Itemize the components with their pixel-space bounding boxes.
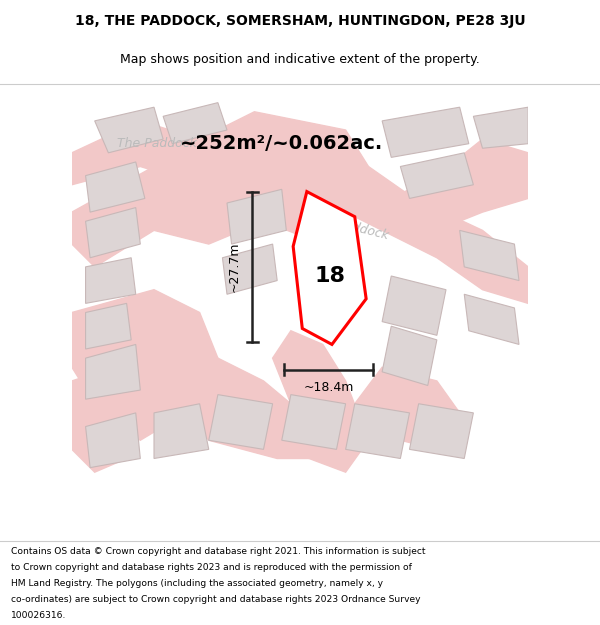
- Polygon shape: [460, 231, 519, 281]
- Polygon shape: [209, 394, 272, 449]
- Text: to Crown copyright and database rights 2023 and is reproduced with the permissio: to Crown copyright and database rights 2…: [11, 562, 412, 571]
- Polygon shape: [72, 112, 368, 199]
- Polygon shape: [382, 276, 446, 335]
- Polygon shape: [464, 294, 519, 344]
- Text: HM Land Registry. The polygons (including the associated geometry, namely x, y: HM Land Registry. The polygons (includin…: [11, 579, 383, 587]
- Polygon shape: [86, 344, 140, 399]
- Polygon shape: [95, 107, 163, 152]
- Text: ~18.4m: ~18.4m: [304, 381, 354, 394]
- Polygon shape: [186, 358, 309, 459]
- Polygon shape: [223, 244, 277, 294]
- Polygon shape: [227, 189, 286, 244]
- Text: The Paddock: The Paddock: [118, 137, 197, 150]
- Polygon shape: [72, 358, 154, 472]
- Polygon shape: [346, 404, 409, 459]
- Polygon shape: [382, 107, 469, 158]
- Polygon shape: [473, 107, 528, 148]
- Text: The Paddock: The Paddock: [309, 210, 390, 242]
- Polygon shape: [400, 152, 473, 199]
- Text: 18: 18: [315, 266, 346, 286]
- Polygon shape: [323, 166, 528, 303]
- Polygon shape: [391, 139, 528, 231]
- Polygon shape: [163, 102, 227, 144]
- Polygon shape: [272, 331, 368, 472]
- Text: Map shows position and indicative extent of the property.: Map shows position and indicative extent…: [120, 52, 480, 66]
- Text: ~252m²/~0.062ac.: ~252m²/~0.062ac.: [180, 134, 383, 153]
- Text: ~27.7m: ~27.7m: [227, 242, 241, 292]
- Polygon shape: [86, 413, 140, 468]
- Polygon shape: [86, 258, 136, 303]
- Polygon shape: [154, 404, 209, 459]
- Polygon shape: [382, 326, 437, 386]
- Polygon shape: [72, 152, 346, 267]
- Polygon shape: [86, 303, 131, 349]
- Text: Contains OS data © Crown copyright and database right 2021. This information is : Contains OS data © Crown copyright and d…: [11, 546, 425, 556]
- Polygon shape: [86, 162, 145, 212]
- Text: co-ordinates) are subject to Crown copyright and database rights 2023 Ordnance S: co-ordinates) are subject to Crown copyr…: [11, 594, 420, 604]
- Polygon shape: [86, 208, 140, 258]
- Polygon shape: [355, 368, 460, 449]
- Polygon shape: [293, 192, 366, 344]
- Text: 18, THE PADDOCK, SOMERSHAM, HUNTINGDON, PE28 3JU: 18, THE PADDOCK, SOMERSHAM, HUNTINGDON, …: [74, 14, 526, 28]
- Polygon shape: [282, 394, 346, 449]
- Polygon shape: [72, 290, 218, 440]
- Text: 100026316.: 100026316.: [11, 611, 66, 619]
- Polygon shape: [409, 404, 473, 459]
